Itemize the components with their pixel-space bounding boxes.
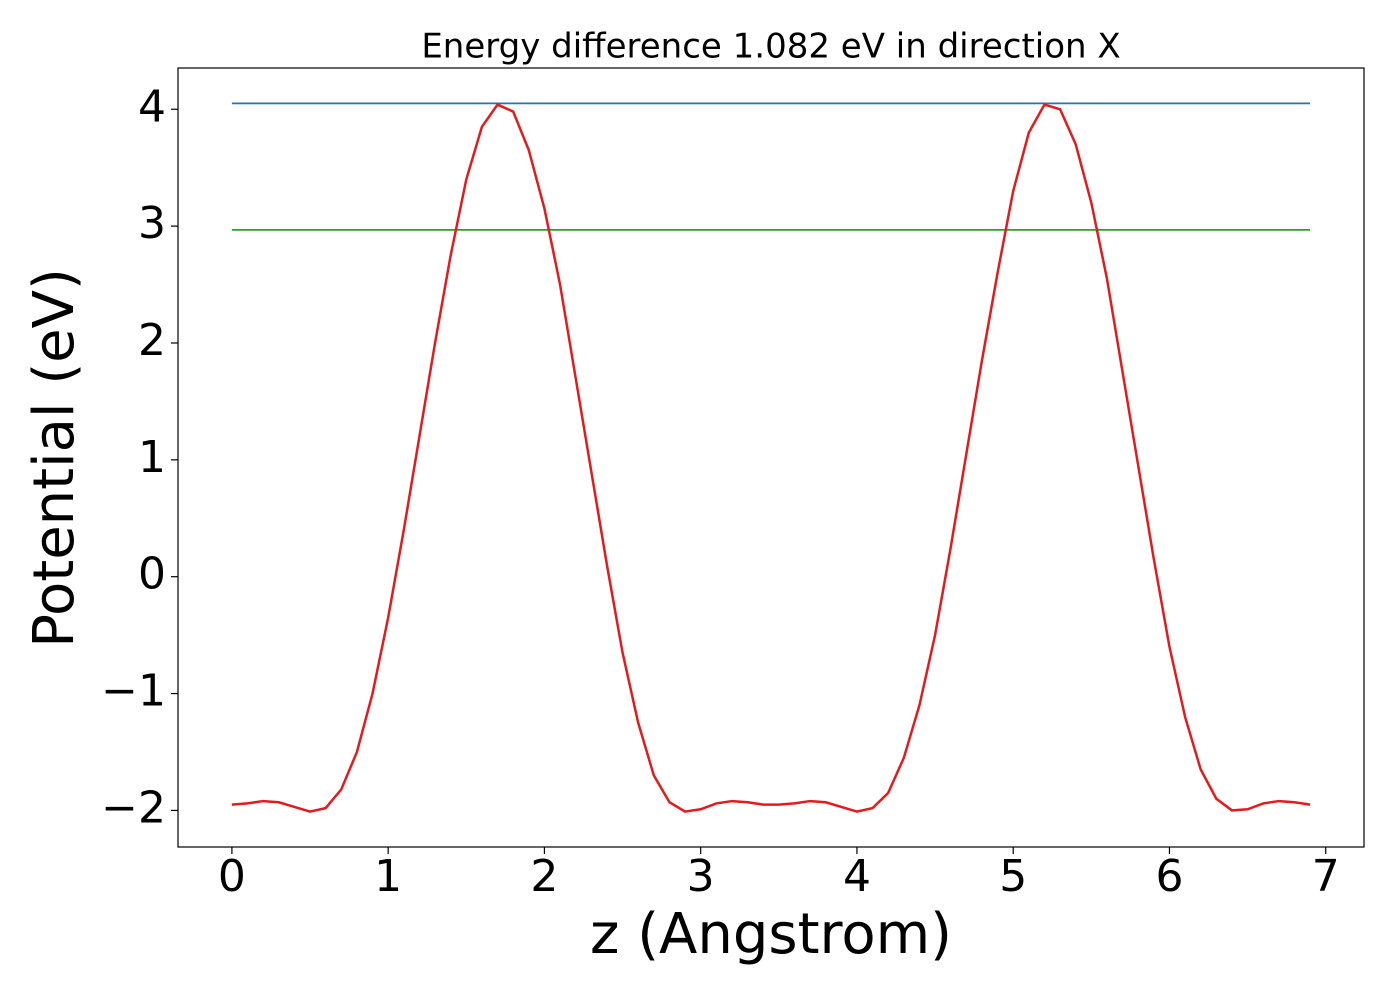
y-axis-label: Potential (eV) [22, 268, 87, 648]
x-tick-label: 3 [687, 851, 715, 902]
x-tick-label: 2 [530, 851, 558, 902]
plot-frame [177, 67, 1365, 848]
y-tick-label: 3 [138, 198, 166, 249]
y-tick-label: 1 [138, 432, 166, 483]
x-tick-label: 5 [999, 851, 1027, 902]
x-axis-label: z (Angstrom) [590, 902, 952, 967]
y-tick-label: −1 [101, 666, 166, 717]
x-tick-label: 6 [1155, 851, 1183, 902]
y-tick-label: 0 [138, 549, 166, 600]
x-tick-label: 0 [218, 851, 246, 902]
y-tick-label: 4 [138, 81, 166, 132]
y-tick-label: −2 [101, 782, 166, 833]
x-tick-label: 7 [1312, 851, 1340, 902]
x-tick-label: 1 [374, 851, 402, 902]
x-tick-label: 4 [843, 851, 871, 902]
chart-title: Energy difference 1.082 eV in direction … [421, 27, 1120, 67]
data-line [231, 103, 1311, 813]
y-tick-label: 2 [138, 315, 166, 366]
